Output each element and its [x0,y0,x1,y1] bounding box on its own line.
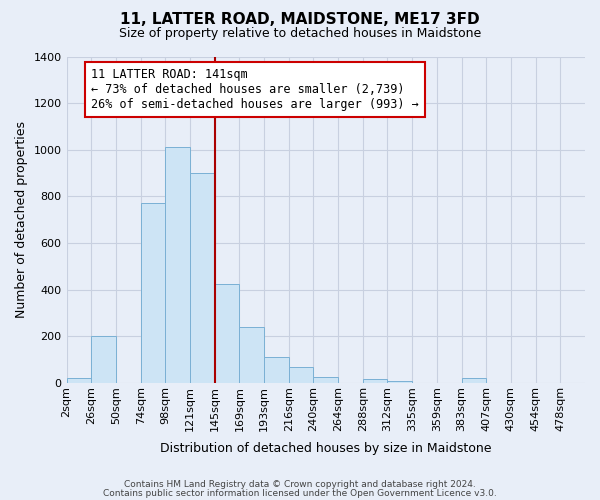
Text: Contains HM Land Registry data © Crown copyright and database right 2024.: Contains HM Land Registry data © Crown c… [124,480,476,489]
Bar [264,358,289,383]
Bar [140,204,165,383]
Bar [313,377,338,383]
Bar [289,366,313,383]
Bar [388,380,412,383]
X-axis label: Distribution of detached houses by size in Maidstone: Distribution of detached houses by size … [160,442,491,455]
Text: 11, LATTER ROAD, MAIDSTONE, ME17 3FD: 11, LATTER ROAD, MAIDSTONE, ME17 3FD [120,12,480,28]
Text: Contains public sector information licensed under the Open Government Licence v3: Contains public sector information licen… [103,488,497,498]
Bar [461,378,486,383]
Bar [215,284,239,383]
Bar [91,336,116,383]
Bar [67,378,91,383]
Bar [190,173,215,383]
Bar [165,148,190,383]
Bar [239,327,264,383]
Text: 11 LATTER ROAD: 141sqm
← 73% of detached houses are smaller (2,739)
26% of semi-: 11 LATTER ROAD: 141sqm ← 73% of detached… [91,68,419,111]
Y-axis label: Number of detached properties: Number of detached properties [15,121,28,318]
Bar [363,380,388,383]
Text: Size of property relative to detached houses in Maidstone: Size of property relative to detached ho… [119,28,481,40]
